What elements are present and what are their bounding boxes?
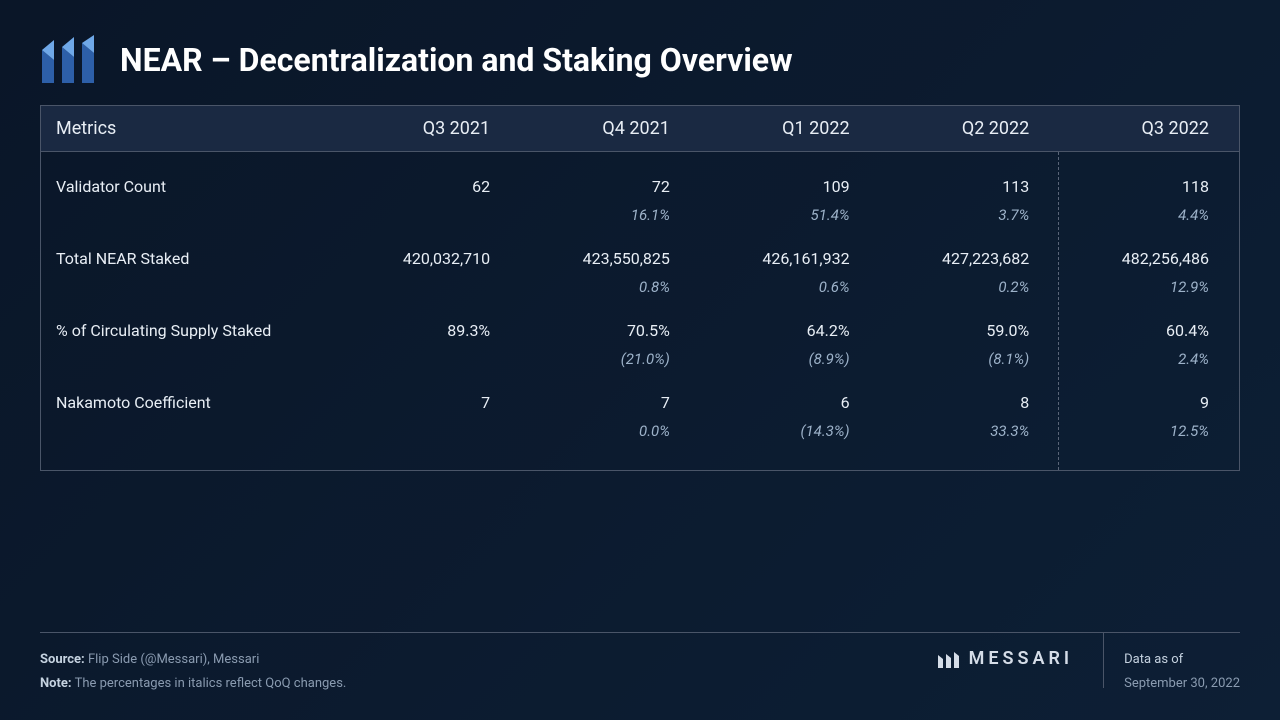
note-text: The percentages in italics reflect QoQ c… [72, 676, 347, 691]
brand-text: MESSARI [969, 648, 1074, 669]
metric-value: 109 [700, 177, 880, 196]
metric-delta: 33.3% [880, 422, 1060, 440]
metric-delta: 3.7% [880, 206, 1060, 224]
metric-value: 9 [1059, 393, 1239, 412]
metric-delta: 0.8% [520, 278, 700, 296]
footer: Source: Flip Side (@Messari), Messari No… [40, 632, 1240, 695]
col-header-q3-2022: Q3 2022 [1059, 118, 1239, 139]
metric-delta: (8.9%) [700, 350, 880, 368]
table-row: Validator Count6272109113118 16.1%51.4%3.… [41, 162, 1239, 234]
metric-value: 113 [880, 177, 1060, 196]
metric-value: 6 [700, 393, 880, 412]
metrics-table: Metrics Q3 2021 Q4 2021 Q1 2022 Q2 2022 … [40, 105, 1240, 471]
date-value: September 30, 2022 [1124, 676, 1240, 691]
metric-value: 60.4% [1059, 321, 1239, 340]
metric-value: 8 [880, 393, 1060, 412]
metric-delta: 16.1% [520, 206, 700, 224]
metric-value: 427,223,682 [880, 249, 1060, 268]
metric-delta: 0.2% [880, 278, 1060, 296]
table-row: % of Circulating Supply Staked89.3%70.5%… [41, 306, 1239, 378]
metric-value: 64.2% [700, 321, 880, 340]
metric-delta: 12.5% [1059, 422, 1239, 440]
header: NEAR – Decentralization and Staking Over… [0, 0, 1280, 105]
metric-value: 7 [340, 393, 520, 412]
metric-delta: (21.0%) [520, 350, 700, 368]
highlight-divider [1058, 152, 1059, 470]
metric-value: 7 [520, 393, 700, 412]
messari-logo-icon [40, 35, 100, 85]
table-row: Total NEAR Staked420,032,710423,550,8254… [41, 234, 1239, 306]
footer-date: Data as of September 30, 2022 [1103, 633, 1240, 688]
metric-label: Total NEAR Staked [41, 249, 340, 268]
metric-delta: 0.6% [700, 278, 880, 296]
metric-value: 70.5% [520, 321, 700, 340]
metric-value: 482,256,486 [1059, 249, 1239, 268]
metric-label: Nakamoto Coefficient [41, 393, 340, 412]
metric-label: % of Circulating Supply Staked [41, 321, 340, 340]
source-text: Flip Side (@Messari), Messari [85, 652, 260, 667]
footer-brand: MESSARI [907, 648, 1104, 669]
messari-small-icon [937, 649, 961, 669]
metric-value: 59.0% [880, 321, 1060, 340]
table-body: Validator Count6272109113118 16.1%51.4%3.… [41, 152, 1239, 470]
col-header-q2-2022: Q2 2022 [880, 118, 1060, 139]
metric-value: 72 [520, 177, 700, 196]
metric-label: Validator Count [41, 177, 340, 196]
metric-value: 420,032,710 [340, 249, 520, 268]
metric-value: 89.3% [340, 321, 520, 340]
metric-delta: 0.0% [520, 422, 700, 440]
metric-delta: 12.9% [1059, 278, 1239, 296]
source-label: Source: [40, 652, 85, 667]
metric-delta: 2.4% [1059, 350, 1239, 368]
metric-value: 62 [340, 177, 520, 196]
metric-delta: (14.3%) [700, 422, 880, 440]
metric-value: 423,550,825 [520, 249, 700, 268]
col-header-q3-2021: Q3 2021 [340, 118, 520, 139]
metric-value: 118 [1059, 177, 1239, 196]
col-header-metrics: Metrics [41, 118, 340, 139]
metric-delta: (8.1%) [880, 350, 1060, 368]
note-label: Note: [40, 676, 72, 691]
table-header-row: Metrics Q3 2021 Q4 2021 Q1 2022 Q2 2022 … [41, 106, 1239, 152]
metric-delta: 4.4% [1059, 206, 1239, 224]
col-header-q4-2021: Q4 2021 [520, 118, 700, 139]
page-title: NEAR – Decentralization and Staking Over… [120, 41, 793, 79]
metric-value: 426,161,932 [700, 249, 880, 268]
date-label: Data as of [1124, 648, 1240, 671]
col-header-q1-2022: Q1 2022 [700, 118, 880, 139]
table-row: Nakamoto Coefficient776890.0%(14.3%)33.3… [41, 378, 1239, 450]
footer-notes: Source: Flip Side (@Messari), Messari No… [40, 648, 907, 695]
metric-delta: 51.4% [700, 206, 880, 224]
